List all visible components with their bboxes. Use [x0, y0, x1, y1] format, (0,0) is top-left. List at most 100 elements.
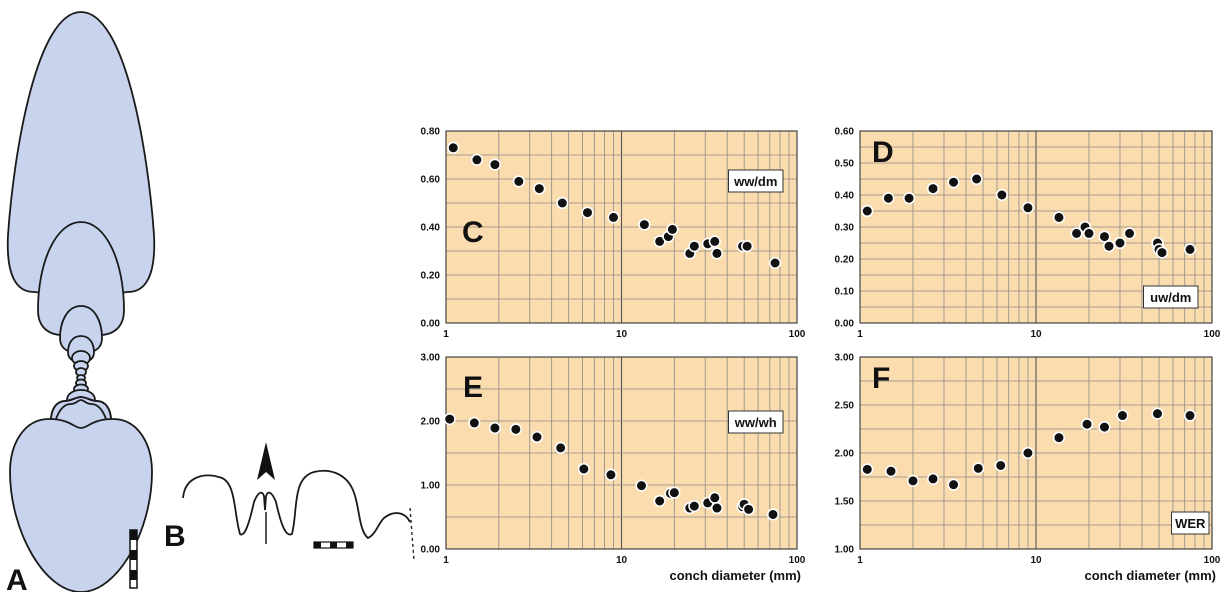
data-point	[1113, 236, 1127, 250]
chart-e: 0.00 1.00 2.00 3.00 1 10 100 conch diameter (mm…	[421, 353, 806, 584]
plot-frame	[445, 356, 798, 550]
data-point	[882, 192, 895, 205]
y-tick-label: 0.00	[421, 319, 441, 330]
y-tick-label: 0.40	[421, 223, 441, 234]
data-point	[1070, 227, 1083, 240]
data-point	[710, 501, 724, 515]
data-point	[638, 218, 651, 231]
data-point	[947, 176, 960, 189]
data-point	[995, 188, 1008, 202]
data-point	[688, 500, 701, 513]
panel-letter-d: D	[872, 136, 894, 169]
panel-letter-b: B	[164, 520, 186, 553]
data-point	[1052, 211, 1066, 224]
data-point	[509, 423, 522, 436]
panel-letter-f: F	[872, 362, 890, 395]
data-points	[861, 407, 1197, 491]
data-points	[447, 141, 782, 270]
shell-cross-section	[6, 11, 156, 592]
plot-frame	[859, 356, 1213, 550]
data-point	[1183, 409, 1197, 422]
data-point	[688, 240, 701, 253]
x-tick-label: 1	[443, 555, 449, 566]
data-point	[666, 223, 679, 236]
x-tick-label: 10	[616, 555, 628, 566]
y-tick-label: 0.00	[421, 545, 441, 556]
data-point	[668, 486, 681, 499]
data-point	[447, 141, 460, 154]
data-point	[1021, 201, 1035, 214]
data-point	[1052, 431, 1066, 444]
y-tick-label: 0.80	[421, 127, 441, 138]
panel-letter-c: C	[462, 216, 484, 249]
x-tick-label: 100	[1204, 329, 1221, 340]
suture-line	[182, 469, 415, 561]
badge-box	[1143, 285, 1199, 309]
y-tick-label: 0.00	[835, 319, 855, 330]
badge-box	[728, 169, 784, 193]
x-tick-label: 100	[789, 555, 806, 566]
whorl-lower-outer	[9, 418, 153, 592]
data-point	[533, 182, 546, 195]
data-point	[972, 462, 985, 475]
x-axis-label: conch diameter (mm)	[670, 568, 801, 583]
badge-label: ww/wh	[734, 415, 777, 430]
data-point	[653, 494, 666, 508]
data-point	[1102, 240, 1116, 253]
data-point	[554, 441, 567, 454]
y-tick-label: 3.00	[835, 353, 855, 364]
chart-f: 1.00 1.50 2.00 2.50 3.00 1 10 100 conch diameter…	[835, 353, 1221, 584]
x-tick-label: 10	[1030, 329, 1042, 340]
y-tick-label: 0.30	[835, 223, 855, 234]
chart-d: 0.00 0.10 0.20 0.30 0.40 0.50 0.60 1 10 100 Duw/dm	[835, 127, 1221, 341]
badge-label: uw/dm	[1150, 290, 1191, 305]
data-point	[768, 256, 782, 270]
data-point	[884, 465, 898, 478]
data-point	[1080, 418, 1094, 431]
y-tick-label: 1.50	[835, 497, 855, 508]
data-point	[1116, 409, 1129, 422]
grid-lines	[860, 357, 1212, 549]
data-point	[926, 182, 940, 195]
chart-c: 0.00 0.20 0.40 0.60 0.80 1 10 100 Cww/dm	[421, 127, 806, 341]
data-point	[1155, 246, 1169, 259]
y-tick-label: 0.10	[835, 287, 855, 298]
y-tick-label: 0.20	[421, 271, 441, 282]
x-tick-label: 100	[789, 329, 806, 340]
chart-panels: 0.00 0.20 0.40 0.60 0.80 1 10 100 Cww/dm 0.00 0.10…	[421, 127, 1221, 584]
data-point	[742, 503, 755, 516]
x-tick-label: 1	[857, 555, 863, 566]
data-point	[1123, 227, 1136, 240]
panel-letter-e: E	[463, 371, 483, 404]
data-point	[926, 472, 940, 486]
grid-lines	[860, 131, 1212, 323]
data-point	[468, 416, 481, 430]
data-point	[861, 463, 874, 476]
data-point	[443, 412, 456, 426]
data-point	[741, 240, 754, 253]
x-tick-label: 100	[1204, 555, 1221, 566]
y-tick-label: 1.00	[835, 545, 855, 556]
grid-lines	[446, 357, 797, 549]
y-tick-label: 1.00	[421, 481, 441, 492]
data-point	[710, 247, 724, 260]
data-point	[1021, 446, 1035, 460]
plot-frame	[445, 130, 798, 324]
data-point	[604, 468, 617, 481]
data-point	[1082, 227, 1096, 240]
plot-frame	[859, 130, 1213, 324]
y-tick-label: 2.00	[421, 417, 441, 428]
data-point	[1183, 243, 1197, 256]
data-point	[607, 211, 620, 224]
data-point	[970, 172, 983, 186]
data-point	[861, 204, 874, 218]
x-axis-label: conch diameter (mm)	[1085, 568, 1216, 583]
panel-letter-a: A	[6, 564, 28, 592]
data-point	[708, 235, 721, 248]
x-tick-label: 10	[1030, 555, 1042, 566]
badge-box	[728, 410, 784, 434]
x-tick-label: 10	[616, 329, 628, 340]
data-point	[581, 206, 594, 219]
data-point	[488, 421, 502, 435]
